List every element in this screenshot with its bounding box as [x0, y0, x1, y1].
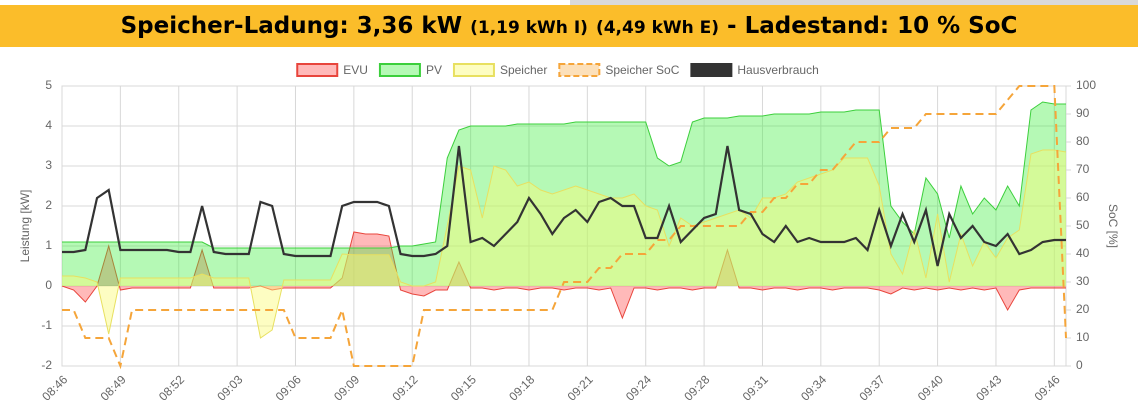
x-tick-label: 09:34 [798, 372, 829, 403]
y-tick-label: 5 [45, 78, 52, 92]
y2-tick-label: 10 [1076, 330, 1090, 344]
y-tick-label: 3 [45, 158, 52, 172]
y2-tick-label: 80 [1076, 134, 1090, 148]
legend-label: EVU [343, 63, 368, 77]
x-tick-label: 09:06 [273, 372, 304, 403]
legend-label: Speicher SoC [605, 63, 679, 77]
x-tick-label: 09:21 [565, 372, 596, 403]
x-tick-label: 09:46 [1032, 372, 1063, 403]
x-tick-label: 09:12 [389, 372, 420, 403]
y2-tick-label: 60 [1076, 190, 1090, 204]
legend-swatch [690, 63, 733, 77]
banner-import: (1,19 kWh I) [470, 18, 588, 38]
y2-tick-label: 90 [1076, 106, 1090, 120]
y-tick-label: 1 [45, 238, 52, 252]
area-line [62, 149, 1067, 339]
y-tick-label: -1 [41, 318, 52, 332]
legend-label: PV [426, 63, 442, 77]
x-tick-label: 08:49 [98, 372, 129, 403]
x-tick-label: 09:15 [448, 372, 479, 403]
legend-swatch [378, 63, 421, 77]
y-tick-label: 2 [45, 198, 52, 212]
area-fill [62, 150, 1066, 338]
x-tick-label: 09:18 [506, 372, 537, 403]
line [62, 85, 1067, 370]
area-line [61, 231, 1066, 320]
plot-area [61, 85, 1067, 370]
x-tick-label: 08:52 [156, 372, 187, 403]
legend-swatch [296, 63, 339, 77]
legend-swatch [452, 63, 495, 77]
y-tick-label: 0 [45, 278, 52, 292]
y2-tick-label: 50 [1076, 218, 1090, 232]
x-tick-label: 09:37 [856, 372, 887, 403]
y-tick-label: -2 [41, 358, 52, 372]
x-tick-label: 09:31 [740, 372, 771, 403]
banner-soc: - Ladestand: 10 % SoC [727, 13, 1018, 39]
plot-border [61, 85, 1067, 367]
x-tick-label: 09:09 [331, 372, 362, 403]
x-tick-label: 09:24 [623, 372, 654, 403]
banner-main: Speicher-Ladung: 3,36 kW [120, 13, 463, 39]
legend-label: Hausverbrauch [737, 63, 818, 77]
y2-tick-label: 40 [1076, 246, 1090, 260]
line [62, 145, 1066, 267]
x-tick-label: 09:28 [681, 372, 712, 403]
x-tick-label: 09:40 [915, 372, 946, 403]
legend-swatch [558, 63, 601, 77]
y2-tick-label: 20 [1076, 302, 1090, 316]
y2-tick-label: 100 [1076, 78, 1096, 92]
y2-tick-label: 70 [1076, 162, 1090, 176]
y-tick-label: 4 [45, 118, 52, 132]
y2-axis-label: SoC [%] [1106, 204, 1120, 248]
legend-label: Speicher [500, 63, 547, 77]
y-axis-label: Leistung [kW] [18, 190, 32, 263]
x-tick-label: 08:46 [39, 372, 70, 403]
status-banner: Speicher-Ladung: 3,36 kW (1,19 kWh I) (4… [0, 5, 1138, 47]
banner-export: (4,49 kWh E) [595, 18, 720, 38]
y2-tick-label: 0 [1076, 358, 1083, 372]
area-line [62, 101, 1066, 249]
y2-tick-label: 30 [1076, 274, 1090, 288]
x-tick-label: 09:03 [214, 372, 245, 403]
x-tick-label: 09:43 [973, 372, 1004, 403]
legend: EVU PV Speicher Speicher SoC Hausverbrauch [296, 63, 819, 77]
top-strip [570, 0, 1138, 5]
